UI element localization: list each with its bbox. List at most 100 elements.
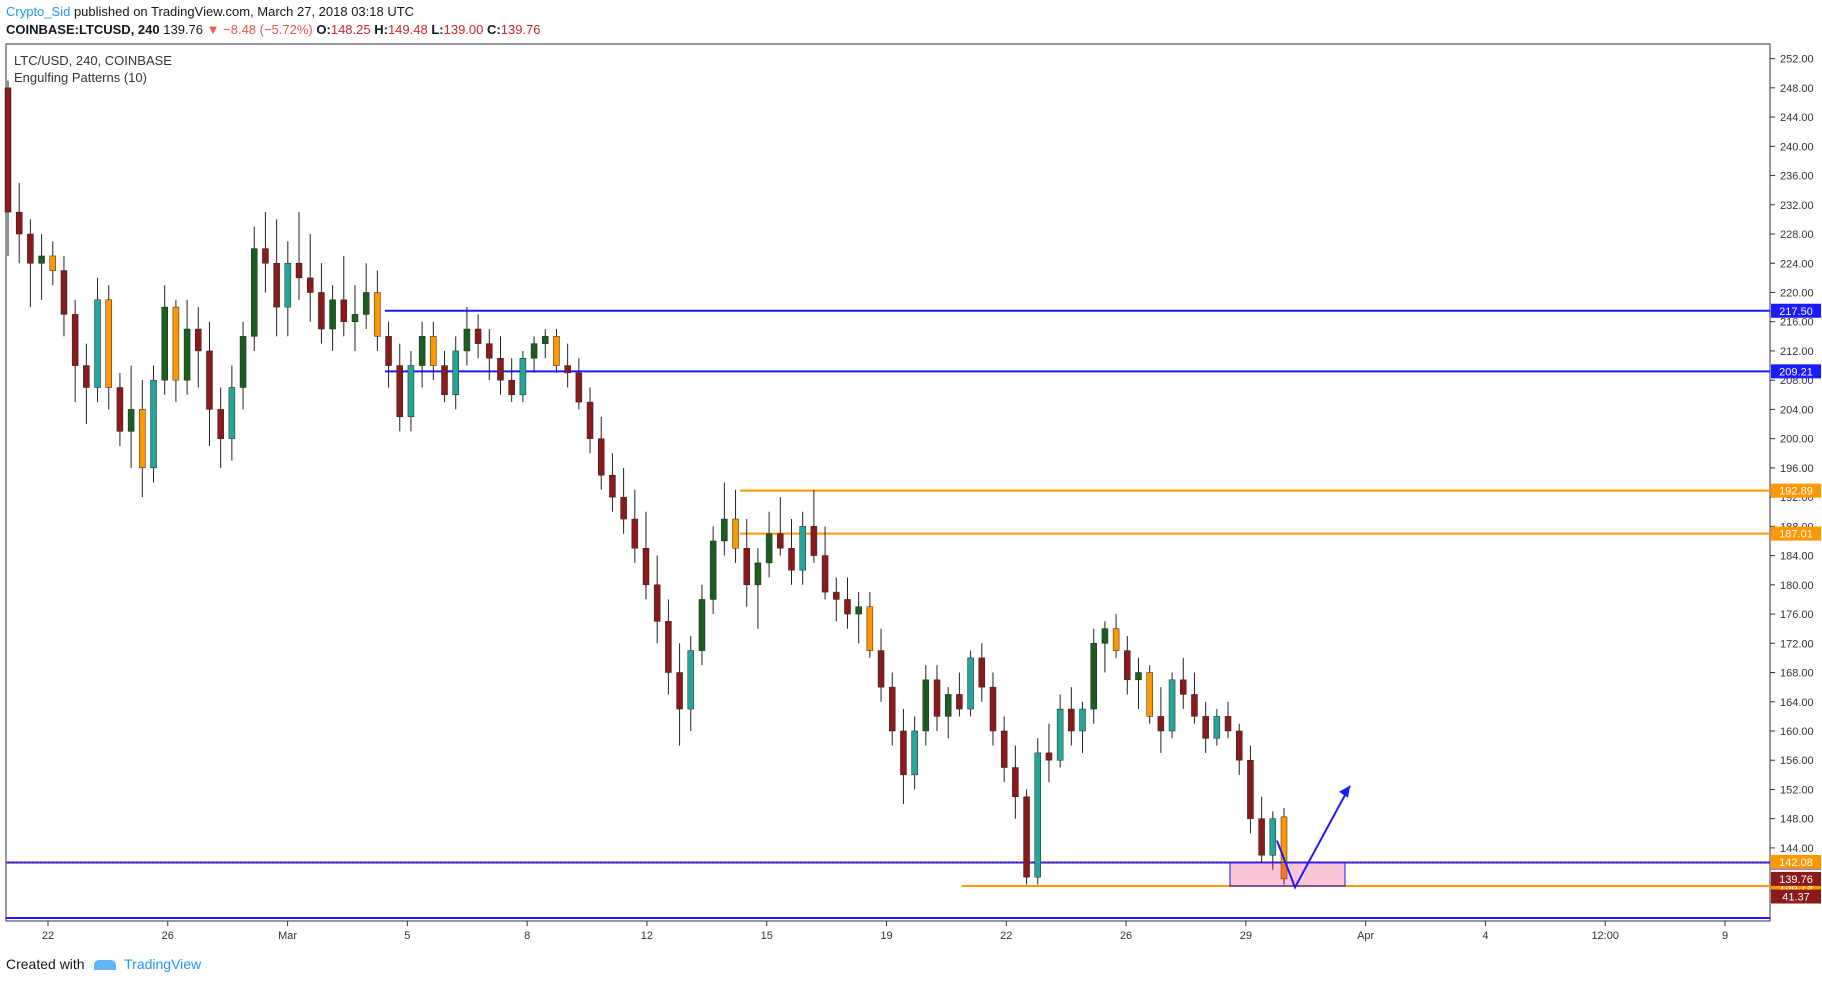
candle-body bbox=[1247, 759, 1254, 819]
candle-body bbox=[642, 548, 650, 586]
candle-body bbox=[519, 358, 527, 396]
price-tag-label: 41.37 bbox=[1782, 892, 1810, 904]
candle-body bbox=[743, 548, 750, 586]
candle-body bbox=[553, 336, 560, 366]
x-tick-label: 5 bbox=[404, 930, 410, 942]
candle-body bbox=[396, 365, 404, 417]
candle-body bbox=[698, 599, 706, 651]
published-text: published on TradingView.com, March 27, … bbox=[73, 4, 415, 19]
tradingview-brand-link[interactable]: TradingView bbox=[124, 956, 202, 972]
candle-body bbox=[1068, 708, 1075, 732]
price-tag-label: 142.08 bbox=[1779, 857, 1813, 869]
time-axis[interactable]: 22 26 Mar 5 8 12 15 19 22 26 29 Apr 4 12:00 9 bbox=[42, 921, 1728, 942]
y-tick-label: 152.00 bbox=[1780, 784, 1814, 796]
y-tick-label: 176.00 bbox=[1780, 609, 1814, 621]
x-tick-label: 22 bbox=[42, 930, 54, 942]
y-tick-label: 248.00 bbox=[1780, 83, 1814, 95]
footer: Created with TradingView bbox=[6, 956, 201, 972]
candle-body bbox=[956, 694, 963, 710]
level-tag-label: 209.21 bbox=[1779, 366, 1813, 378]
author-link[interactable]: Crypto_Sid bbox=[6, 4, 71, 19]
candle-body bbox=[944, 694, 952, 717]
candle-body bbox=[1191, 694, 1198, 717]
x-tick-label: 4 bbox=[1482, 930, 1488, 942]
high-value: 149.48 bbox=[387, 22, 428, 37]
projection-arrow bbox=[1276, 785, 1351, 890]
price-tag bbox=[1771, 889, 1821, 904]
candle-body bbox=[922, 679, 930, 732]
symbol-name: COINBASE:LTCUSD, 240 bbox=[6, 22, 160, 37]
price-axis[interactable]: 252.00 248.00 244.00 240.00 236.00 232.00 228.… bbox=[1770, 54, 1814, 855]
x-tick-label: Mar bbox=[278, 930, 297, 942]
candle-body bbox=[900, 730, 907, 776]
x-tick-label: 26 bbox=[162, 930, 174, 942]
candle-body bbox=[1235, 730, 1243, 761]
candle-body bbox=[195, 328, 202, 352]
candle-body bbox=[351, 314, 359, 322]
tradingview-logo-icon bbox=[94, 960, 117, 971]
y-tick-label: 144.00 bbox=[1780, 843, 1814, 855]
candle-body bbox=[486, 343, 493, 359]
y-tick-label: 244.00 bbox=[1780, 112, 1814, 124]
candle-body bbox=[542, 336, 549, 344]
candle-body bbox=[1202, 716, 1209, 739]
candle-body bbox=[810, 526, 818, 556]
candle-body bbox=[206, 350, 213, 410]
candle-body bbox=[978, 657, 986, 688]
candle-body bbox=[989, 686, 997, 732]
x-tick-label: 22 bbox=[1000, 930, 1012, 942]
candle-body bbox=[60, 270, 68, 315]
y-tick-label: 224.00 bbox=[1780, 258, 1814, 270]
candle-body bbox=[1034, 752, 1042, 878]
candle-body bbox=[1168, 679, 1176, 732]
candle-body bbox=[732, 518, 739, 549]
y-tick-label: 236.00 bbox=[1780, 171, 1814, 183]
candle-body bbox=[799, 526, 806, 571]
x-tick-label: 12:00 bbox=[1591, 930, 1619, 942]
candle-body bbox=[1079, 708, 1086, 732]
candle-body bbox=[620, 496, 627, 520]
candle-body bbox=[239, 336, 247, 388]
price-tags: 217.50209.21192.89187.01142.00138.79142.… bbox=[1771, 303, 1821, 904]
candle-body bbox=[788, 548, 795, 571]
change-arrow-icon: ▼ bbox=[206, 22, 220, 37]
close-label: C: bbox=[487, 22, 501, 37]
y-tick-label: 228.00 bbox=[1780, 229, 1814, 241]
candle-body bbox=[250, 248, 258, 337]
candle-body bbox=[441, 365, 448, 396]
candle-body bbox=[139, 409, 146, 469]
y-tick-label: 204.00 bbox=[1780, 404, 1814, 416]
y-tick-label: 196.00 bbox=[1780, 463, 1814, 475]
candle-body bbox=[318, 292, 325, 330]
candle-body bbox=[105, 299, 112, 388]
candle-body bbox=[676, 672, 683, 710]
plot-frame bbox=[5, 43, 1771, 922]
candle-body bbox=[1213, 716, 1221, 739]
price-tag-label: 139.76 bbox=[1779, 874, 1813, 886]
low-value: 139.00 bbox=[443, 22, 484, 37]
level-tag-label: 192.89 bbox=[1779, 486, 1813, 498]
candle-body bbox=[1012, 767, 1019, 798]
candle-body bbox=[71, 314, 79, 366]
candle-body bbox=[777, 533, 784, 549]
candle-body bbox=[1280, 816, 1288, 880]
y-tick-label: 164.00 bbox=[1780, 697, 1814, 709]
arrow-head-icon bbox=[1339, 785, 1350, 798]
y-tick-label: 200.00 bbox=[1780, 434, 1814, 446]
open-label: O: bbox=[316, 22, 331, 37]
candle-body bbox=[340, 299, 348, 322]
level-tag-label: 187.01 bbox=[1779, 529, 1813, 541]
candle-body bbox=[497, 358, 504, 381]
y-tick-label: 252.00 bbox=[1780, 54, 1814, 66]
candle-body bbox=[665, 621, 672, 673]
candle-body bbox=[161, 306, 168, 381]
candle-body bbox=[83, 365, 90, 388]
y-tick-label: 232.00 bbox=[1780, 200, 1814, 212]
candle-body bbox=[49, 255, 57, 271]
candle-body bbox=[418, 336, 426, 366]
candle-body bbox=[1258, 818, 1265, 856]
candle-body bbox=[765, 533, 773, 564]
legend-indicator[interactable]: Engulfing Patterns (10) bbox=[14, 70, 147, 85]
y-tick-label: 160.00 bbox=[1780, 726, 1814, 738]
